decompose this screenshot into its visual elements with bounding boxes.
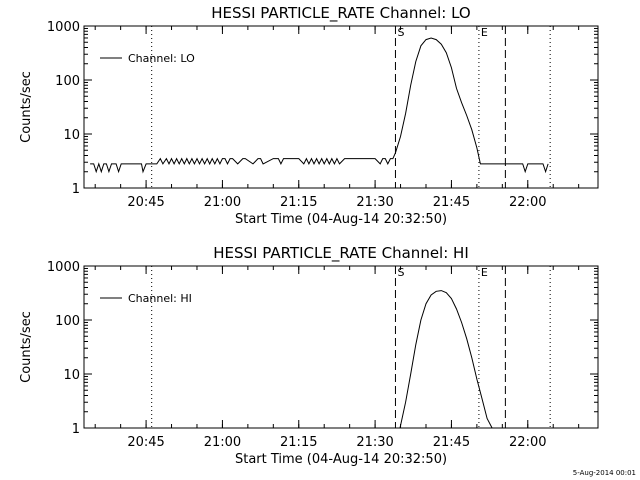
- y-tick-label-0-1: 10: [63, 128, 80, 143]
- y-tick-label-1-3: 1000: [47, 260, 80, 275]
- y-tick-label-0-3: 1000: [47, 20, 80, 35]
- y-tick-label-1-0: 1: [72, 422, 80, 437]
- footer-timestamp: 5-Aug-2014 00:01: [572, 469, 636, 477]
- x-tick-label-1-1: 21:00: [204, 435, 241, 450]
- y-axis-label-1: Counts/sec: [19, 311, 34, 383]
- chart-title-0: HESSI PARTICLE_RATE Channel: LO: [211, 4, 470, 23]
- x-tick-label-0-0: 20:45: [127, 195, 164, 210]
- chart-title-1: HESSI PARTICLE_RATE Channel: HI: [213, 244, 469, 263]
- y-axis-label-0: Counts/sec: [19, 71, 34, 143]
- y-tick-label-1-1: 10: [63, 368, 80, 383]
- legend-label-0: Channel: LO: [128, 52, 195, 65]
- series-line-1-0: [399, 290, 493, 429]
- x-tick-label-0-1: 21:00: [204, 195, 241, 210]
- x-axis-label-0: Start Time (04-Aug-14 20:32:50): [235, 212, 447, 227]
- x-tick-label-0-5: 22:00: [509, 195, 546, 210]
- plot-frame-0: [83, 25, 599, 189]
- x-tick-label-1-3: 21:30: [356, 435, 393, 450]
- x-tick-label-1-2: 21:15: [280, 435, 317, 450]
- x-tick-label-1-5: 22:00: [509, 435, 546, 450]
- annotation-label-0-0: S: [397, 26, 404, 39]
- x-tick-label-1-0: 20:45: [127, 435, 164, 450]
- series-line-0-0: [90, 37, 549, 174]
- x-tick-label-0-4: 21:45: [433, 195, 470, 210]
- plot-frame-1: [83, 265, 599, 429]
- annotation-label-1-0: S: [397, 266, 404, 279]
- x-axis-label-1: Start Time (04-Aug-14 20:32:50): [235, 452, 447, 467]
- x-tick-label-0-2: 21:15: [280, 195, 317, 210]
- legend-label-1: Channel: HI: [128, 292, 192, 305]
- x-tick-label-1-4: 21:45: [433, 435, 470, 450]
- annotation-label-0-1: E: [481, 26, 488, 39]
- x-tick-label-0-3: 21:30: [356, 195, 393, 210]
- annotation-label-1-1: E: [481, 266, 488, 279]
- y-tick-label-0-2: 100: [55, 74, 80, 89]
- y-tick-label-1-2: 100: [55, 314, 80, 329]
- y-tick-label-0-0: 1: [72, 182, 80, 197]
